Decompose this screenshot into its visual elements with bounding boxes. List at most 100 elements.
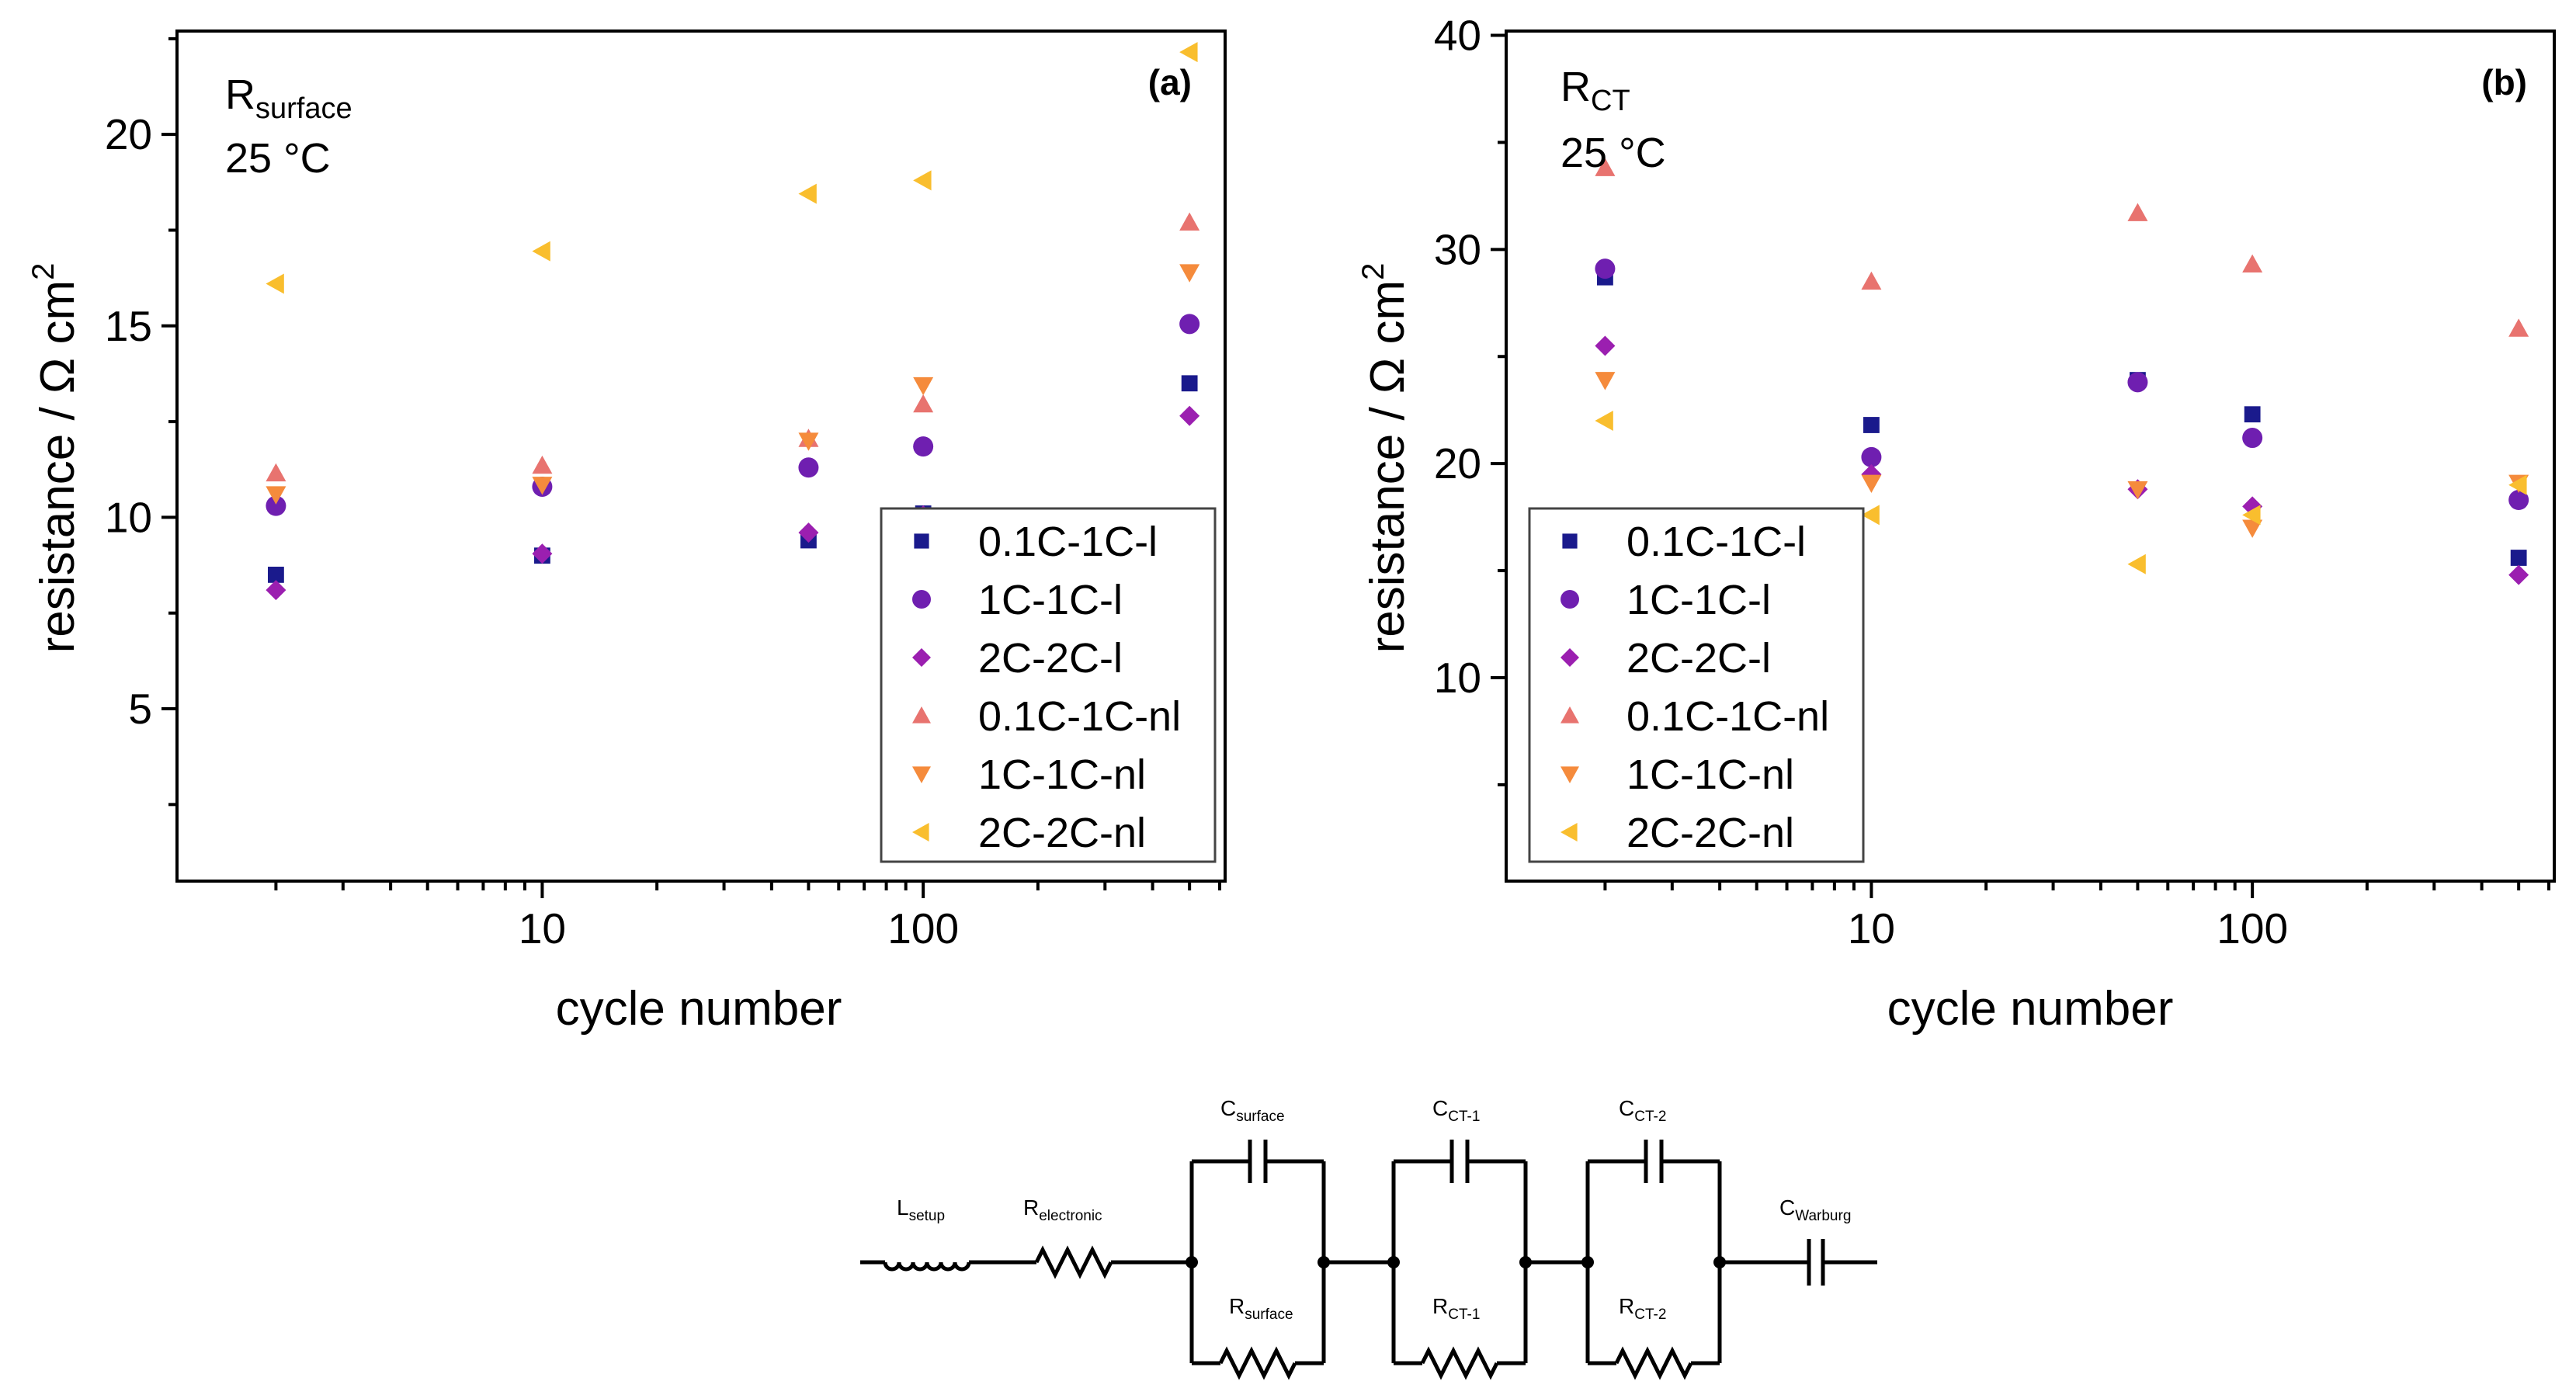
panel-b-legend-label-1C-1C-l: 1C-1C-l: [1626, 577, 1771, 623]
panel-b-point-1C-1C-nl-x2: [1595, 372, 1616, 390]
panel-a-point-0.1C-1C-l-x2: [268, 567, 284, 583]
panel-a-y-tick-label: 5: [128, 685, 152, 733]
label-r-ct1: RCT-1: [1432, 1294, 1480, 1323]
label-r-ct2: RCT-2: [1619, 1294, 1666, 1323]
resistor-electronic: [1034, 1245, 1113, 1279]
rc-element-ct2: [1581, 1140, 1726, 1380]
panel-a-point-1C-1C-nl-x50: [798, 432, 819, 451]
panel-b-y-tick-label: 10: [1434, 654, 1481, 702]
panel-a-point-1C-1C-l-x50: [798, 457, 819, 478]
panel-a-series-2C-2C-nl: [266, 42, 1198, 294]
panel-a-legend-marker-0.1C-1C-nl: [912, 706, 931, 724]
panel-a-legend-label-2C-2C-l: 2C-2C-l: [978, 635, 1123, 682]
panel-b-point-1C-1C-nl-x100: [2242, 519, 2263, 538]
panel-b-point-2C-2C-nl-x500: [2508, 474, 2527, 495]
panel-b-legend-label-2C-2C-l: 2C-2C-l: [1626, 635, 1771, 682]
panel-b-point-1C-1C-l-x2: [1595, 259, 1616, 279]
panel-a-plot-frame: [175, 29, 1227, 883]
panel-b-point-2C-2C-l-x2: [1595, 335, 1616, 356]
panel-a-series-0.1C-1C-nl: [266, 212, 1200, 482]
panel-a-legend-label-1C-1C-nl: 1C-1C-nl: [978, 751, 1146, 798]
panel-a-y-tick-label: 10: [105, 493, 152, 541]
panel-a-point-1C-1C-l-x2: [266, 495, 286, 516]
resistor-ct2: [1614, 1346, 1693, 1380]
equivalent-circuit-diagram: Lsetup Relectronic Csurface Rsurface CCT…: [860, 1096, 1877, 1380]
panel-b-annotation-quantity: RCT: [1561, 64, 1630, 117]
panel-b-point-0.1C-1C-l-x100: [2244, 406, 2261, 423]
rc-element-ct1: [1387, 1140, 1532, 1380]
panel-b-point-0.1C-1C-nl-x2: [1595, 158, 1616, 176]
panel-b-point-2C-2C-nl-x10: [1861, 505, 1880, 526]
panel-a-point-1C-1C-nl-x10: [532, 477, 553, 495]
panel-a-legend-marker-0.1C-1C-l: [914, 533, 929, 549]
panel-a-point-0.1C-1C-nl-x500: [1179, 212, 1200, 231]
panel-a-point-2C-2C-l-x50: [798, 522, 819, 543]
panel-a-point-2C-2C-nl-x50: [798, 183, 817, 204]
panel-a-legend-label-2C-2C-nl: 2C-2C-nl: [978, 810, 1146, 856]
panel-a-legend-box: [880, 507, 1217, 863]
panel-b-legend-label-0.1C-1C-l: 0.1C-1C-l: [1626, 519, 1806, 565]
panel-b-y-axis-title: resistance / Ω cm2: [1356, 263, 1415, 654]
panel-a-point-2C-2C-nl-x10: [532, 241, 550, 262]
panel-a-point-0.1C-1C-nl-x2: [266, 463, 286, 482]
resistor-ct1: [1420, 1346, 1499, 1380]
panel-b-data-points: [1595, 158, 2529, 585]
panel-a-point-2C-2C-l-x10: [532, 543, 553, 564]
panel-b-point-0.1C-1C-nl-x10: [1861, 271, 1882, 290]
panel-a-point-1C-1C-l-x100: [913, 436, 934, 457]
panel-a-point-2C-2C-nl-x500: [1179, 42, 1198, 63]
panel-a-x-tick-label: 10: [519, 904, 566, 953]
panel-b-axis-ticks: 10 100 10 20 30 40: [1434, 12, 2551, 953]
panel-b-x-tick-label: 100: [2217, 904, 2288, 953]
panel-b-point-0.1C-1C-nl-x100: [2242, 254, 2263, 273]
panel-b-y-tick-label: 40: [1434, 12, 1481, 60]
panel-b-legend-label-2C-2C-nl: 2C-2C-nl: [1626, 810, 1794, 856]
label-l-setup: Lsetup: [897, 1195, 945, 1224]
label-c-warburg: CWarburg: [1779, 1195, 1851, 1224]
panel-b-series-0.1C-1C-nl: [1595, 158, 2529, 337]
junction-node: [1713, 1256, 1726, 1268]
panel-a-point-1C-1C-nl-x100: [913, 377, 934, 396]
panel-a-series-1C-1C-nl: [266, 264, 1200, 505]
panel-b-point-2C-2C-nl-x50: [2127, 553, 2146, 574]
panel-a-point-2C-2C-nl-x2: [266, 273, 284, 294]
panel-b-point-2C-2C-nl-x2: [1595, 410, 1613, 431]
panel-a-point-0.1C-1C-nl-x100: [913, 394, 934, 413]
panel-b-legend-marker-0.1C-1C-nl: [1561, 706, 1579, 724]
panel-b-legend-marker-1C-1C-l: [1561, 590, 1579, 609]
label-c-ct1: CCT-1: [1432, 1096, 1480, 1125]
panel-a-legend-marker-1C-1C-nl: [912, 766, 931, 783]
junction-node: [1387, 1256, 1400, 1268]
label-r-surface: Rsurface: [1229, 1294, 1293, 1323]
panel-a-annotation-temperature: 25 °C: [225, 135, 331, 182]
panel-b-series-1C-1C-l: [1595, 259, 2529, 511]
panel-a-legend-marker-2C-2C-nl: [912, 823, 929, 842]
label-c-ct2: CCT-2: [1619, 1096, 1666, 1125]
panel-a-y-tick-label: 15: [105, 302, 152, 350]
panel-a-annotation-quantity: Rsurface: [225, 71, 352, 125]
inductor-setup: [883, 1261, 971, 1272]
panel-b-point-2C-2C-l-x500: [2508, 564, 2529, 585]
panel-b-legend-box: [1528, 507, 1865, 863]
panel-b-point-1C-1C-nl-x50: [2127, 481, 2148, 500]
panel-b-point-0.1C-1C-l-x10: [1863, 417, 1880, 433]
panel-b-point-0.1C-1C-l-x500: [2510, 550, 2527, 566]
panel-a-point-2C-2C-l-x500: [1179, 405, 1200, 426]
rc-element-surface: [1186, 1140, 1330, 1380]
resistor-surface: [1218, 1346, 1297, 1380]
label-c-surface: Csurface: [1220, 1096, 1285, 1125]
panel-b-legend-marker-1C-1C-nl: [1561, 766, 1579, 783]
panel-a-y-tick-label: 20: [105, 110, 152, 158]
panel-a-legend-label-1C-1C-l: 1C-1C-l: [978, 577, 1123, 623]
panel-b-label: (b): [2481, 62, 2527, 102]
panel-a-x-axis-title: cycle number: [556, 982, 842, 1036]
panel-a-y-axis-title: resistance / Ω cm2: [26, 263, 85, 654]
panel-b-x-tick-label: 10: [1848, 904, 1895, 953]
panel-b-point-1C-1C-l-x500: [2508, 490, 2529, 511]
panel-b-point-0.1C-1C-nl-x50: [2127, 203, 2148, 221]
panel-a-legend-label-0.1C-1C-l: 0.1C-1C-l: [978, 519, 1158, 565]
panel-b-point-2C-2C-nl-x100: [2242, 505, 2261, 526]
panel-a-legend: 0.1C-1C-l 1C-1C-l 2C-2C-l 0.1C-1C-nl 1C-1C-n…: [880, 507, 1217, 863]
panel-b-legend-marker-2C-2C-nl: [1561, 823, 1578, 842]
panel-b-series-2C-2C-nl: [1595, 410, 2527, 574]
